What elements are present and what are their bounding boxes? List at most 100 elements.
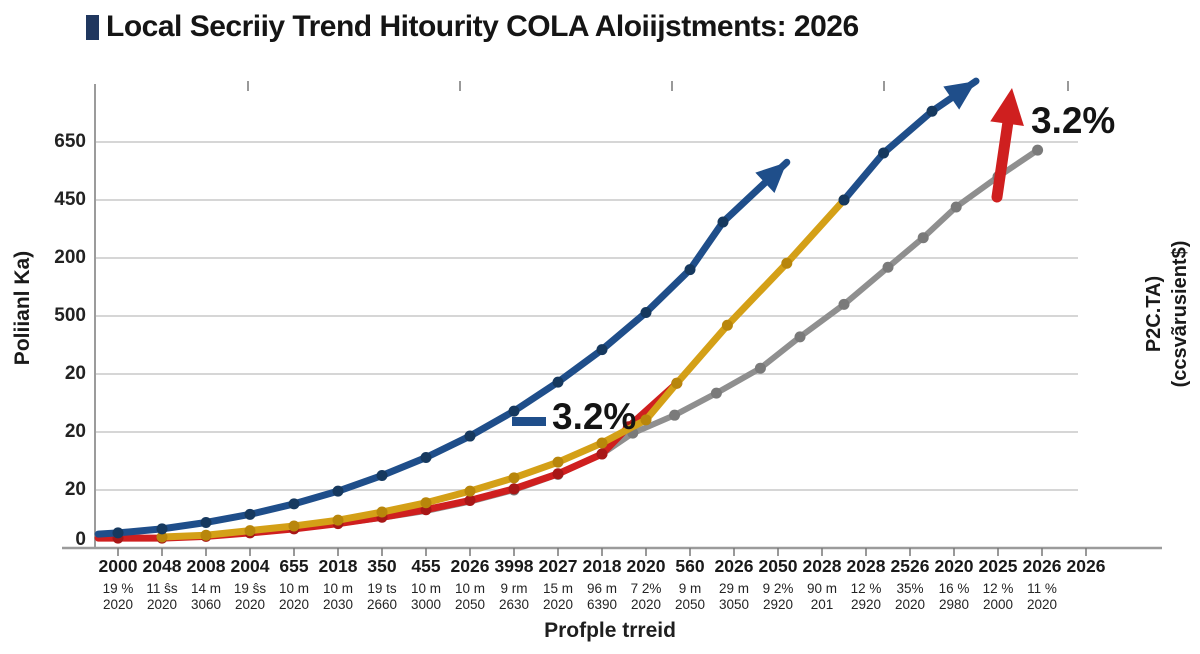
series-marker-baseline-trend-gray xyxy=(754,362,766,374)
x-tick-label: 2026 xyxy=(1042,556,1130,582)
x-tick-label-line1: 2026 xyxy=(1066,556,1106,576)
series-marker-primary-trend-blue xyxy=(332,485,344,497)
x-tick-label: 2000 19 % 2020 xyxy=(74,556,162,612)
series-marker-tertiary-trend-red xyxy=(508,483,520,495)
x-tick-label: 2018 96 m 6390 xyxy=(558,556,646,612)
x-tick-label-line1: 3998 xyxy=(494,556,534,576)
x-tick-label-line3: 2660 xyxy=(366,597,398,612)
x-tick-label-line1: 2018 xyxy=(318,556,358,576)
x-tick-label: 2026 29 m 3050 xyxy=(690,557,778,612)
series-marker-primary-trend-blue xyxy=(464,430,476,442)
series-marker-primary-trend-blue xyxy=(156,523,168,535)
chart-title: Local Secriiy Trend Hitourity COLA Aloii… xyxy=(106,10,859,43)
x-tick-label-line2: 35% xyxy=(896,580,924,596)
x-tick-label-line2: 12 % xyxy=(982,580,1014,596)
x-tick-label: 3998 9 rm 2630 xyxy=(470,556,558,612)
series-marker-baseline-trend-gray xyxy=(1032,144,1044,156)
series-marker-upper-trend-blue xyxy=(838,194,850,206)
annotation-topright-value: 3.2% xyxy=(1031,100,1116,141)
x-tick-label-line1: 2048 xyxy=(142,556,182,576)
x-tick-label-line3: 3000 xyxy=(410,597,442,612)
series-line-primary-trend-blue xyxy=(94,158,791,538)
y-tick-label: 20 xyxy=(64,421,86,442)
x-tick-label-line2: 14 m xyxy=(190,580,221,596)
series-marker-secondary-trend-gold xyxy=(288,520,300,532)
series-line-secondary-trend-gold xyxy=(158,196,848,541)
series-marker-baseline-trend-gray xyxy=(917,232,929,244)
y-tick-label: 450 xyxy=(54,189,86,210)
x-tick-label: 2004 19 ŝs 2020 xyxy=(206,557,294,612)
x-tick-label-line1: 2028 xyxy=(846,556,886,576)
x-tick-label-line2: 9 m xyxy=(678,580,702,596)
x-tick-label-line1: 2000 xyxy=(98,556,138,576)
series-marker-secondary-trend-gold xyxy=(156,531,168,543)
title-bullet-icon xyxy=(86,15,99,40)
x-tick-label-line2: 11 ŝs xyxy=(146,580,178,596)
x-tick-label-line1: 2008 xyxy=(186,556,226,576)
x-tick-label-line3: 2980 xyxy=(938,597,970,612)
x-tick-label: 2018 10 m 2030 xyxy=(294,556,382,612)
x-tick-label-line2: 10 m xyxy=(278,580,309,596)
series-marker-upper-trend-blue xyxy=(926,105,938,117)
series-marker-baseline-trend-gray xyxy=(710,387,722,399)
annotation-mid-value: 3.2% xyxy=(552,396,637,437)
x-tick-label-line2: 10 m xyxy=(322,580,353,596)
series-marker-primary-trend-blue xyxy=(508,405,520,417)
x-tick-label: 560 9 m 2050 xyxy=(646,557,734,612)
x-tick-label-line3: 2000 xyxy=(982,597,1014,612)
y-axis-label-right-line2: (ccsvãrusient$) xyxy=(1169,240,1191,388)
x-tick-label-line2: 10 m xyxy=(410,580,441,596)
x-tick-label-line3: 2030 xyxy=(322,597,354,612)
series-marker-secondary-trend-gold xyxy=(596,437,608,449)
series-marker-primary-trend-blue xyxy=(376,470,388,481)
x-tick-label-line1: 2018 xyxy=(582,556,622,576)
x-tick-label-line2: 11 % xyxy=(1027,580,1057,596)
series-marker-tertiary-trend-red xyxy=(552,468,564,480)
series-marker-secondary-trend-gold xyxy=(640,414,652,426)
x-tick-label: 2027 15 m 2020 xyxy=(514,556,602,612)
x-tick-label-line1: 455 xyxy=(411,556,441,576)
x-tick-label-line3: 2020 xyxy=(630,597,662,612)
series-marker-primary-trend-blue xyxy=(684,264,696,276)
x-tick-label: 455 10 m 3000 xyxy=(382,556,470,612)
y-axis-label-right: P2C.TA) (ccsvãrusient$) xyxy=(1141,229,1193,399)
series-marker-baseline-trend-gray xyxy=(838,298,850,310)
x-tick-label: 2025 12 % 2000 xyxy=(954,557,1042,612)
x-tick-label-line3: 6390 xyxy=(586,597,618,612)
x-tick-label-line2: 16 % xyxy=(938,580,970,596)
series-marker-primary-trend-blue xyxy=(200,516,212,528)
x-tick-label-line3: 2020 xyxy=(234,597,266,612)
series-marker-baseline-trend-gray xyxy=(794,331,806,343)
series-marker-primary-trend-blue xyxy=(420,452,432,464)
series-marker-primary-trend-blue xyxy=(288,498,300,510)
series-marker-primary-trend-blue xyxy=(717,216,729,228)
x-tick-label-line2: 7 2% xyxy=(630,580,662,596)
x-tick-label-line1: 2020 xyxy=(934,556,974,576)
series-marker-secondary-trend-gold xyxy=(420,497,432,509)
x-tick-label-line1: 2027 xyxy=(538,556,578,576)
y-axis-label-right-line1: P2C.TA) xyxy=(1143,275,1165,353)
series-marker-secondary-trend-gold xyxy=(244,525,256,537)
series-marker-secondary-trend-gold xyxy=(721,319,733,331)
x-tick-label-line3: 2020 xyxy=(894,597,926,612)
x-tick-label-line2: 10 m xyxy=(454,580,485,596)
series-marker-primary-trend-blue xyxy=(596,344,608,356)
series-marker-primary-trend-blue xyxy=(640,307,652,319)
x-tick-label-line1: 2026 xyxy=(450,556,490,576)
series-marker-secondary-trend-gold xyxy=(332,514,344,526)
x-tick-label-line3: 3060 xyxy=(190,597,222,612)
arrowhead-primary-trend-blue xyxy=(755,162,787,194)
annotation-red-arrow-head xyxy=(990,88,1024,126)
x-tick-label-line3: 201 xyxy=(810,597,834,612)
series-marker-tertiary-trend-red xyxy=(596,448,608,460)
x-tick-label-line3: 2020 xyxy=(146,597,178,612)
x-tick-label-line3: 2050 xyxy=(454,597,486,612)
series-marker-secondary-trend-gold xyxy=(464,485,476,497)
x-axis-title: Profple trreid xyxy=(544,619,676,642)
x-tick-label: 2026 10 m 2050 xyxy=(426,556,514,612)
x-tick-label: 2028 90 m 201 xyxy=(778,557,866,612)
series-marker-baseline-trend-gray xyxy=(669,409,681,421)
x-tick-label: 2020 16 % 2980 xyxy=(910,556,998,612)
x-tick-label-line3: 3050 xyxy=(718,597,750,612)
x-tick-label-line3: 2920 xyxy=(762,597,794,612)
